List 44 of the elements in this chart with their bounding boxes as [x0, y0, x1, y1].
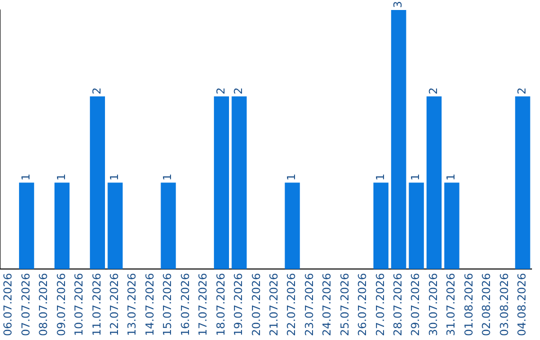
x-tick-label: 07.07.2026 [19, 273, 32, 336]
data-label: 2 [232, 87, 246, 94]
data-label: 2 [214, 87, 228, 94]
x-tick-label: 16.07.2026 [178, 273, 192, 336]
x-tick-label: 06.07.2026 [2, 273, 15, 336]
x-tick-label: 12.07.2026 [108, 273, 122, 336]
data-label: 3 [392, 1, 405, 8]
data-label: 1 [161, 174, 174, 181]
x-tick-label: 17.07.2026 [196, 273, 210, 336]
x-tick-label: 29.07.2026 [409, 273, 422, 336]
x-tick-label: 19.07.2026 [232, 273, 246, 336]
data-label: 1 [285, 174, 298, 181]
x-tick-label: 13.07.2026 [126, 273, 139, 336]
data-label: 1 [19, 174, 32, 181]
data-label: 1 [374, 174, 387, 181]
x-tick-label: 03.08.2026 [498, 273, 511, 336]
x-tick-label: 08.07.2026 [37, 273, 50, 336]
x-tick-label: 28.07.2026 [392, 273, 405, 336]
x-tick-label: 23.07.2026 [302, 273, 316, 336]
data-label: 1 [108, 174, 122, 181]
x-tick-label: 21.07.2026 [267, 273, 280, 336]
x-tick-label: 01.08.2026 [462, 273, 476, 336]
data-label: 1 [444, 174, 458, 181]
x-tick-label: 26.07.2026 [356, 273, 370, 336]
x-tick-label: 20.07.2026 [250, 273, 263, 336]
data-label: 2 [426, 87, 440, 94]
x-tick-label: 11.07.2026 [90, 273, 104, 336]
x-tick-label: 22.07.2026 [285, 273, 298, 336]
x-tick-label: 30.07.2026 [426, 273, 440, 336]
data-label: 1 [54, 174, 68, 181]
x-tick-label: 15.07.2026 [161, 273, 174, 336]
x-tick-label: 27.07.2026 [374, 273, 387, 336]
data-label: 2 [516, 87, 529, 94]
data-label: 2 [90, 87, 104, 94]
x-tick-label: 02.08.2026 [480, 273, 494, 336]
x-tick-label: 24.07.2026 [320, 273, 334, 336]
x-tick-label: 25.07.2026 [338, 273, 352, 336]
x-tick-label: 31.07.2026 [444, 273, 458, 336]
x-tick-label: 04.08.2026 [516, 273, 529, 336]
x-tick-label: 18.07.2026 [214, 273, 228, 336]
data-label: 1 [409, 174, 422, 181]
x-tick-label: 10.07.2026 [72, 273, 86, 336]
x-tick-label: 14.07.2026 [143, 273, 156, 336]
x-tick-label: 09.07.2026 [54, 273, 68, 336]
